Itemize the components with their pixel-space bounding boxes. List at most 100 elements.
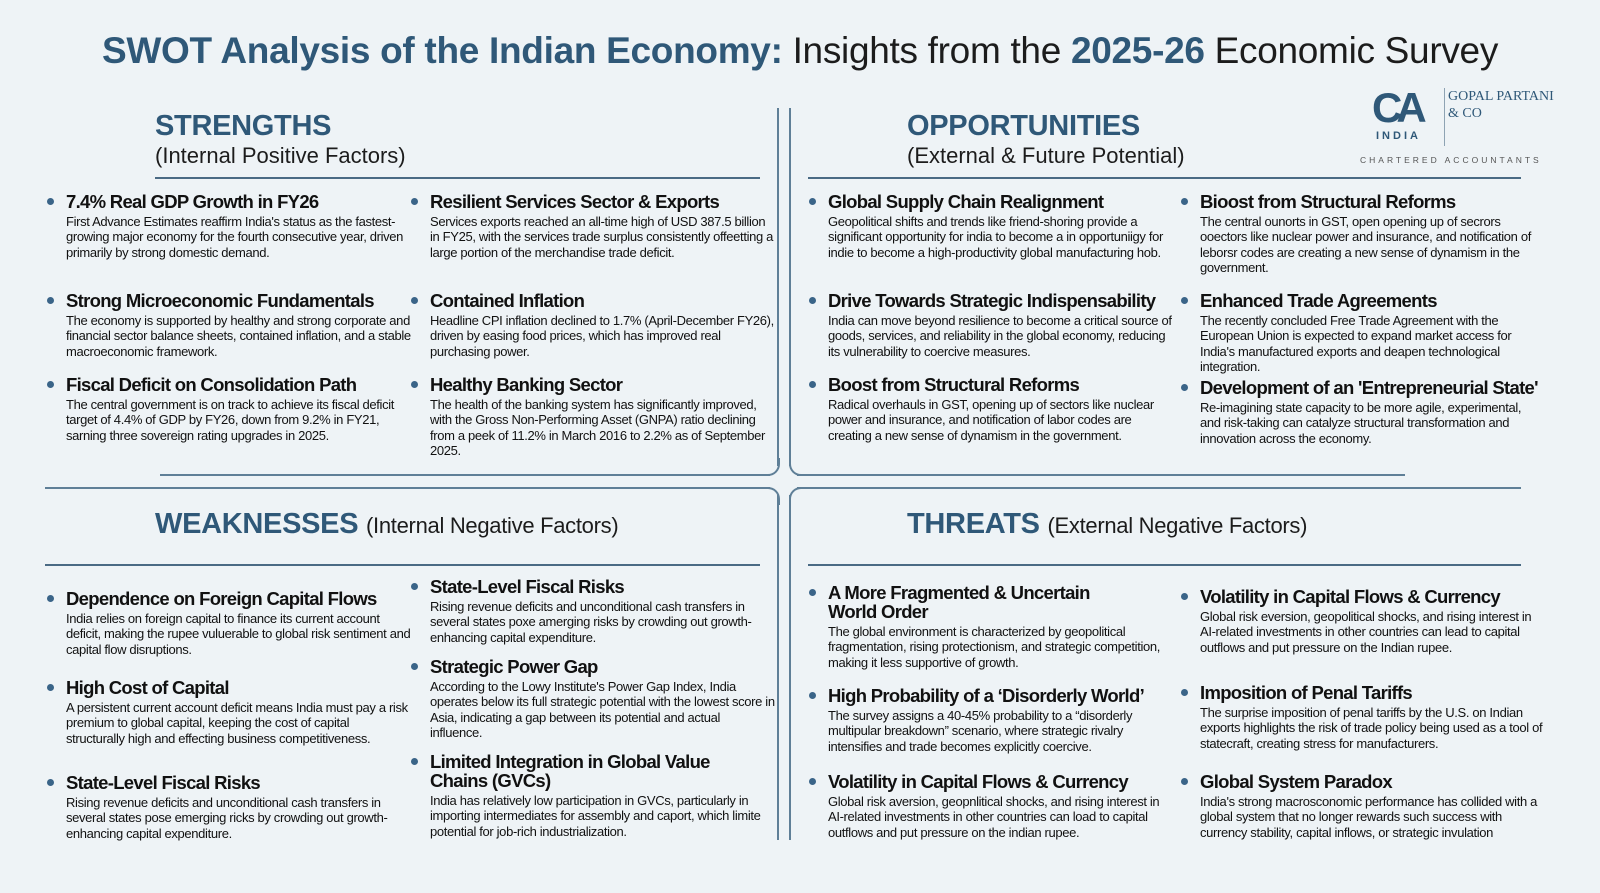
item-title: Global Supply Chain Realignment [828, 191, 1104, 212]
divider [789, 495, 791, 840]
item-body: The survey assigns a 40-45% probability … [828, 708, 1133, 754]
divider [797, 474, 1405, 476]
item-title: Development of an 'Entrepreneurial State… [1200, 377, 1539, 398]
strengths-item: Contained Inflation Headline CPI inflatio… [411, 291, 775, 359]
item-body: India has relatively low participation i… [430, 793, 761, 839]
opportunities-item: Global Supply Chain Realignment Geopoliti… [809, 191, 1173, 260]
opportunities-subtitle: (External & Future Potential) [907, 143, 1185, 168]
threats-subtitle: (External Negative Factors) [1047, 513, 1308, 538]
weaknesses-item: Dependence on Foreign Capital Flows India… [47, 589, 411, 657]
item-body: Global risk eversion, geopolitical shock… [1200, 609, 1532, 655]
strengths-item: Fiscal Deficit on Consolidation Path The … [47, 374, 411, 443]
item-body: The central government is on track to ac… [66, 397, 395, 443]
bullet-icon [411, 381, 418, 388]
opportunities-item: Bioost from Structural Reforms The centra… [1181, 191, 1545, 276]
item-body: The health of the banking system has sig… [430, 397, 765, 459]
threats-item: Global System Paradox India's strong macr… [1181, 772, 1545, 840]
weaknesses-item: High Cost of Capital A persistent current… [47, 677, 411, 746]
strengths-heading: STRENGTHS [155, 110, 332, 142]
item-title: High Cost of Capital [66, 677, 229, 698]
item-body: The central ounorts in GST, open opening… [1200, 214, 1531, 276]
item-title: Boost from Structural Reforms [828, 374, 1080, 395]
bullet-icon [47, 297, 54, 304]
weaknesses-item: Limited Integration in Global Value Chai… [411, 752, 775, 839]
item-title: High Probability of a ‘Disorderly World’ [828, 685, 1145, 706]
opportunities-item: Boost from Structural Reforms Radical ove… [809, 374, 1173, 443]
header-rule [808, 177, 1521, 179]
item-body: Headline CPI inflation declined to 1.7% … [430, 313, 774, 359]
item-title: Imposition of Penal Tariffs [1200, 682, 1413, 703]
threats-title: THREATS [907, 508, 1040, 540]
item-body: India can move beyond resilience to beco… [828, 313, 1172, 359]
item-title: State-Level Fiscal Risks [66, 772, 261, 793]
item-title: Volatility in Capital Flows & Currency [1200, 586, 1501, 607]
weaknesses-title: WEAKNESSES [155, 508, 359, 540]
strengths-item: Resilient Services Sector & Exports Servi… [411, 191, 775, 260]
item-body: India's strong macrosconomic performance… [1200, 794, 1537, 840]
title-part: Insights from the [782, 30, 1071, 71]
item-title: Bioost from Structural Reforms [1200, 191, 1456, 212]
divider-corner [762, 487, 780, 505]
threats-item: Volatility in Capital Flows & Currency Gl… [809, 772, 1173, 840]
weaknesses-item: State-Level Fiscal Risks Rising revenue d… [411, 576, 775, 645]
firm-logo: CA INDIA GOPAL PARTANI & CO CHARTERED AC… [1360, 84, 1560, 169]
title-part: Economic Survey [1204, 30, 1499, 71]
item-body: India relies on foreign capital to finan… [66, 611, 411, 657]
opportunities-item: Drive Towards Strategic Indispensability… [809, 291, 1173, 359]
bullet-icon [1181, 384, 1188, 391]
ca-logo-mark: CA [1372, 84, 1427, 131]
divider [160, 474, 770, 476]
item-body: The recently concluded Free Trade Agreem… [1200, 313, 1512, 375]
bullet-icon [411, 198, 418, 205]
item-body: A persistent current account deficit mea… [66, 700, 408, 746]
item-body: The economy is supported by healthy and … [66, 313, 411, 359]
item-body: Re-imagining state capacity to be more a… [1200, 400, 1522, 446]
bullet-icon [411, 663, 418, 670]
bullet-icon [1181, 778, 1188, 785]
bullet-icon [809, 589, 816, 596]
divider [45, 487, 770, 489]
divider [797, 487, 1521, 489]
divider [777, 108, 779, 466]
threats-heading: THREATS (External Negative Factors) [907, 508, 1307, 541]
strengths-item: Healthy Banking Sector The health of the … [411, 374, 775, 459]
bullet-icon [1181, 689, 1188, 696]
divider-corner [762, 458, 780, 476]
item-title: State-Level Fiscal Risks [430, 576, 625, 597]
item-body: Rising revenue deficits and unconditiona… [66, 795, 388, 841]
logo-divider [1444, 88, 1445, 146]
header-rule [155, 177, 760, 179]
item-title: Healthy Banking Sector [430, 374, 623, 395]
item-title: Fiscal Deficit on Consolidation Path [66, 374, 357, 395]
header-rule [808, 564, 1521, 566]
divider-corner [789, 458, 807, 476]
item-title: Resilient Services Sector & Exports [430, 191, 720, 212]
item-title: 7.4% Real GDP Growth in FY26 [66, 191, 319, 212]
header-rule [45, 564, 760, 566]
divider [777, 495, 779, 840]
item-body: The surprise imposition of penal tariffs… [1200, 705, 1543, 751]
item-body: The global environment is characterized … [828, 624, 1161, 670]
bullet-icon [809, 692, 816, 699]
bullet-icon [47, 595, 54, 602]
title-part: SWOT Analysis of the Indian Economy: [101, 30, 783, 71]
item-body: Radical overhauls in GST, opening up of … [828, 397, 1154, 443]
item-body: Services exports reached an all-time hig… [430, 214, 774, 260]
item-body: First Advance Estimates reaffirm India's… [66, 214, 404, 260]
logo-tagline: CHARTERED ACCOUNTANTS [1360, 155, 1542, 165]
item-body: Rising revenue deficits and unconditiona… [430, 599, 752, 645]
item-title: Enhanced Trade Agreements [1200, 290, 1437, 311]
logo-firm-name: GOPAL PARTANI & CO [1448, 89, 1554, 121]
threats-item: Volatility in Capital Flows & Currency Gl… [1181, 586, 1545, 655]
item-body: According to the Lowy Institute's Power … [430, 679, 775, 741]
page-title: SWOT Analysis of the Indian Economy: Ins… [0, 30, 1600, 72]
weaknesses-item: Strategic Power Gap According to the Lowy… [411, 656, 775, 741]
divider [789, 108, 791, 466]
bullet-icon [1181, 297, 1188, 304]
bullet-icon [47, 684, 54, 691]
logo-country: INDIA [1376, 130, 1421, 142]
item-body: Geopolitical shifts and trends like frie… [828, 214, 1163, 260]
item-title: Strategic Power Gap [430, 656, 598, 677]
bullet-icon [809, 381, 816, 388]
strengths-subtitle: (Internal Positive Factors) [155, 143, 406, 168]
